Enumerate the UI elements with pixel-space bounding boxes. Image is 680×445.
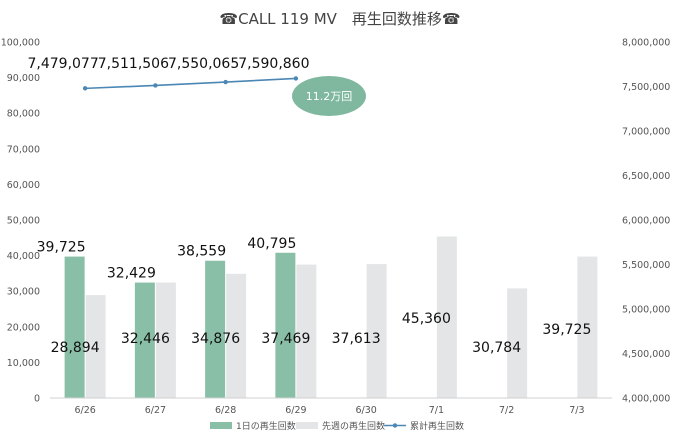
daily-data-label: 32,429 — [107, 266, 156, 282]
daily-data-label: 39,725 — [37, 240, 86, 256]
right-tick-label: 5,500,000 — [622, 260, 670, 271]
x-tick-label: 7/1 — [429, 405, 444, 416]
last-week-data-label: 37,613 — [332, 331, 381, 347]
left-tick-label: 70,000 — [7, 144, 40, 155]
cumulative-data-label: 7,590,860 — [238, 56, 309, 72]
daily-data-label: 40,795 — [247, 236, 296, 252]
right-y-axis: 4,000,000 4,500,000 5,000,000 5,500,000 6,00… — [622, 38, 670, 405]
cumulative-point — [82, 86, 88, 91]
bar-daily-plays — [205, 260, 226, 398]
left-tick-label: 40,000 — [7, 251, 40, 262]
left-tick-label: 20,000 — [7, 322, 40, 333]
cumulative-data-label: 7,479,077 — [27, 56, 98, 72]
daily-data-label: 38,559 — [177, 244, 226, 260]
bar-last-week-plays — [155, 282, 176, 398]
x-tick-label: 6/27 — [145, 405, 166, 416]
last-week-data-label: 39,725 — [542, 322, 591, 338]
legend: 1日の再生回数 先週の再生回数 累計再生回数 — [210, 420, 464, 432]
cumulative-point — [153, 83, 158, 88]
legend-swatch-cumulative-marker — [392, 423, 398, 428]
legend-swatch-last-week — [296, 422, 318, 429]
last-week-data-label: 34,876 — [191, 331, 240, 347]
legend-label-daily: 1日の再生回数 — [236, 420, 296, 432]
right-tick-label: 6,000,000 — [622, 216, 670, 227]
x-tick-label: 7/3 — [569, 405, 584, 416]
left-tick-label: 50,000 — [7, 216, 40, 227]
bar-last-week-plays — [85, 295, 106, 398]
last-week-data-label: 37,469 — [261, 331, 310, 347]
chart-title: ☎CALL 119 MV 再生回数推移☎ — [219, 10, 460, 28]
bar-last-week-plays — [366, 264, 387, 398]
bar-last-week-plays — [577, 256, 598, 398]
last-week-data-label: 32,446 — [121, 331, 170, 347]
right-tick-label: 4,000,000 — [622, 394, 670, 405]
line-series — [82, 76, 299, 91]
bar-daily-plays — [134, 282, 155, 398]
left-tick-label: 60,000 — [7, 180, 40, 191]
x-tick-label: 6/29 — [285, 405, 306, 416]
left-tick-label: 30,000 — [7, 287, 40, 298]
last-week-data-label: 30,784 — [472, 340, 521, 356]
right-tick-label: 4,500,000 — [622, 349, 670, 360]
left-tick-label: 100,000 — [1, 38, 40, 49]
right-tick-label: 7,500,000 — [622, 82, 670, 93]
left-tick-label: 90,000 — [7, 73, 40, 84]
bar-series — [64, 236, 598, 398]
cumulative-line — [85, 77, 296, 90]
bar-last-week-plays — [507, 288, 528, 398]
x-tick-label: 6/26 — [74, 405, 95, 416]
callout: 11.2万回 — [292, 76, 366, 116]
callout-text: 11.2万回 — [306, 90, 353, 103]
cumulative-point — [223, 79, 228, 85]
x-tick-label: 7/2 — [499, 405, 514, 416]
right-tick-label: 8,000,000 — [622, 38, 670, 49]
right-tick-label: 7,000,000 — [622, 127, 670, 138]
bar-last-week-plays — [226, 273, 247, 398]
legend-label-last-week: 先週の再生回数 — [322, 420, 385, 432]
right-tick-label: 5,000,000 — [622, 305, 670, 316]
cumulative-point — [293, 76, 299, 81]
cumulative-data-label: 7,511,506 — [98, 56, 169, 72]
x-tick-label: 6/30 — [355, 405, 376, 416]
left-y-axis: 0 10,000 20,000 30,000 40,000 50,000 60,000 70,… — [1, 38, 40, 405]
legend-swatch-daily — [210, 422, 232, 429]
x-tick-label: 6/28 — [215, 405, 236, 416]
x-axis: 6/26 6/27 6/28 6/29 6/30 7/1 7/2 7/3 — [50, 397, 612, 416]
right-tick-label: 6,500,000 — [622, 171, 670, 182]
left-tick-label: 10,000 — [7, 358, 40, 369]
bar-daily-plays — [64, 256, 85, 398]
bar-last-week-plays — [436, 236, 457, 398]
legend-label-cumulative: 累計再生回数 — [410, 420, 464, 432]
last-week-data-label: 45,360 — [402, 311, 451, 327]
bar-last-week-plays — [296, 264, 317, 398]
callout-bubble — [292, 76, 366, 116]
cumulative-data-label: 7,550,065 — [168, 56, 239, 72]
last-week-data-label: 28,894 — [51, 340, 100, 356]
left-tick-label: 0 — [34, 394, 40, 405]
bar-daily-plays — [275, 252, 296, 398]
left-tick-label: 80,000 — [7, 109, 40, 120]
